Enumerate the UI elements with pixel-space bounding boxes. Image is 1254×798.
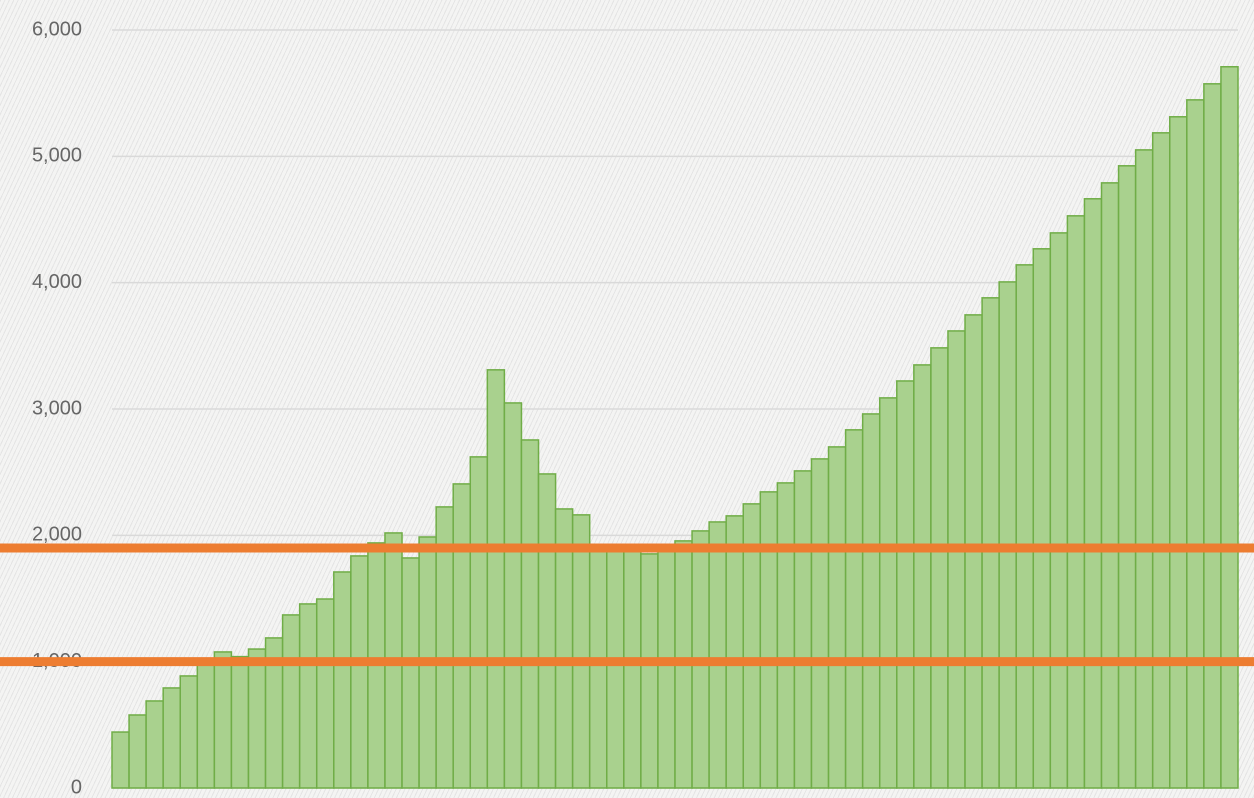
bar — [1186, 99, 1205, 789]
y-tick-label: 2,000 — [32, 524, 82, 546]
bar — [230, 655, 250, 789]
bar — [1117, 165, 1137, 789]
bar — [128, 714, 147, 789]
bar — [298, 603, 318, 789]
bar — [537, 473, 557, 789]
bar — [588, 548, 608, 789]
bar — [469, 456, 489, 789]
bar — [1203, 83, 1222, 789]
bar — [281, 614, 301, 789]
bar — [486, 369, 506, 789]
bar — [913, 364, 932, 789]
bar — [213, 651, 233, 789]
bar — [401, 557, 420, 789]
bar — [810, 458, 830, 789]
bar — [571, 514, 591, 789]
bar — [1151, 132, 1171, 789]
y-tick-label: 5,000 — [32, 145, 82, 167]
bar — [861, 413, 881, 789]
bar — [930, 347, 949, 789]
bar — [708, 521, 727, 789]
bar — [111, 731, 130, 789]
bar — [1134, 149, 1154, 789]
bar — [452, 483, 472, 789]
bar — [844, 429, 864, 789]
bar — [947, 330, 966, 789]
bar — [1015, 264, 1035, 789]
bar — [196, 660, 216, 789]
bar — [623, 549, 642, 789]
bar — [896, 380, 915, 789]
bar — [520, 439, 540, 789]
bar — [350, 555, 369, 789]
bar — [981, 297, 1000, 789]
bar — [998, 281, 1017, 789]
bar — [333, 571, 352, 789]
bar — [606, 548, 625, 789]
bar — [725, 515, 744, 789]
bar — [1049, 232, 1069, 789]
bar — [145, 700, 164, 789]
bar — [162, 687, 181, 789]
bar — [1100, 182, 1120, 789]
bar — [827, 446, 847, 789]
bar — [1169, 116, 1188, 789]
y-tick-label: 6,000 — [32, 18, 82, 40]
bar — [1032, 248, 1052, 789]
bar — [503, 402, 523, 789]
bar — [759, 491, 779, 789]
bar — [179, 675, 199, 789]
bar — [1220, 66, 1239, 789]
bar — [315, 598, 335, 789]
y-tick-label: 0 — [71, 776, 82, 798]
bar — [793, 470, 813, 789]
bar — [247, 648, 267, 789]
bar — [878, 397, 898, 789]
bar — [776, 482, 796, 789]
bar — [640, 553, 659, 789]
y-tick-label: 4,000 — [32, 271, 82, 293]
bar — [657, 547, 676, 789]
bar — [1083, 198, 1103, 789]
bar — [1066, 215, 1086, 789]
y-tick-label: 3,000 — [32, 397, 82, 419]
